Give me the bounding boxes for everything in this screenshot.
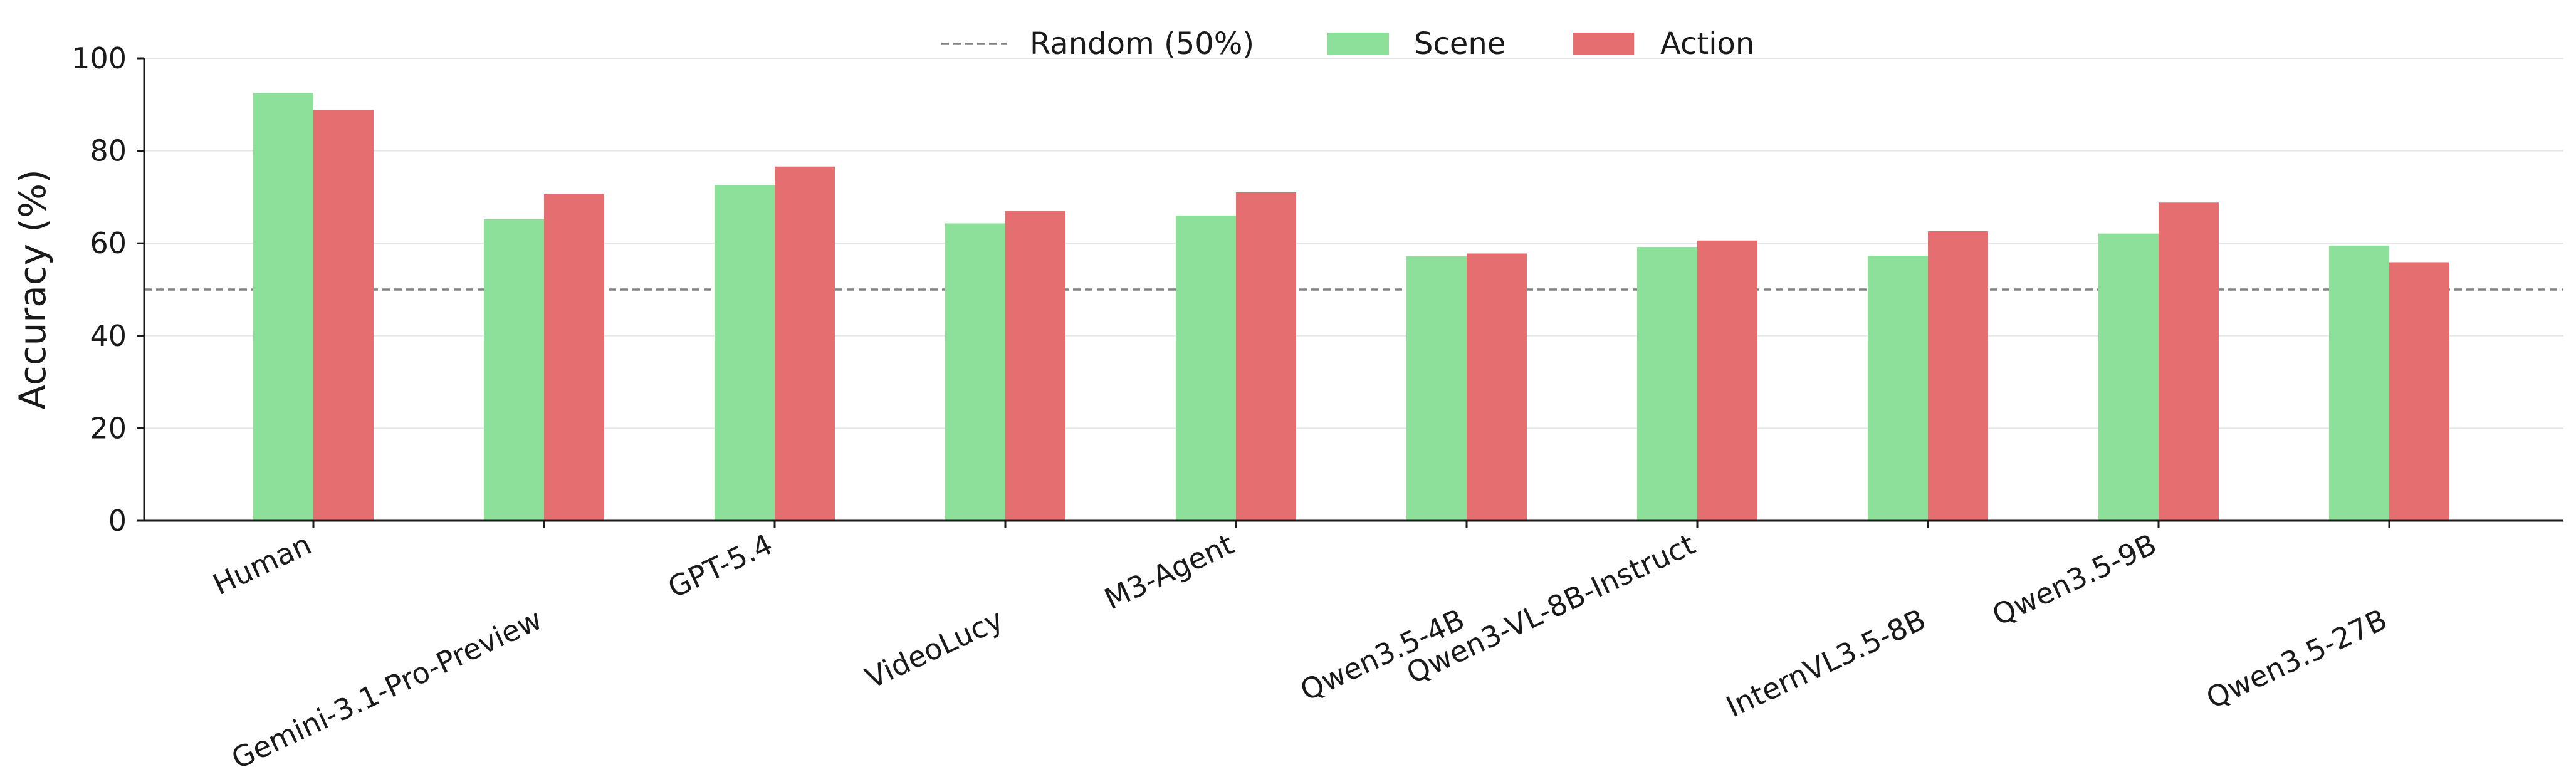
- legend-action-label: Action: [1660, 26, 1754, 61]
- bar-scene-0: [253, 93, 313, 521]
- bars: [253, 93, 2449, 521]
- y-tick-label: 0: [108, 504, 127, 538]
- bar-action-3: [1005, 211, 1065, 521]
- y-tick-label: 100: [71, 41, 127, 75]
- bar-scene-4: [1176, 215, 1236, 521]
- x-tick-label: Qwen3.5-27B: [2201, 602, 2392, 715]
- bar-scene-6: [1637, 247, 1697, 521]
- y-tick-label: 60: [90, 226, 127, 260]
- bar-scene-7: [1868, 256, 1928, 521]
- bar-action-0: [313, 110, 374, 521]
- bar-scene-1: [484, 219, 544, 521]
- bar-action-4: [1236, 192, 1296, 521]
- legend-scene-label: Scene: [1414, 26, 1505, 61]
- legend-random-label: Random (50%): [1030, 26, 1254, 61]
- bar-scene-9: [2329, 245, 2389, 521]
- y-ticks: 0 20 40 60 80 100: [71, 41, 144, 538]
- bar-action-5: [1467, 253, 1527, 521]
- bar-action-2: [775, 166, 835, 521]
- y-tick-label: 20: [90, 411, 127, 445]
- legend-scene-swatch: [1327, 33, 1389, 55]
- x-tick-label: VideoLucy: [861, 602, 1008, 695]
- bar-scene-8: [2098, 233, 2159, 521]
- bar-scene-3: [945, 223, 1005, 521]
- x-tick-label: M3-Agent: [1099, 527, 1239, 616]
- y-tick-label: 40: [90, 319, 127, 353]
- bar-scene-5: [1406, 256, 1467, 521]
- y-axis-title: Accuracy (%): [11, 169, 54, 410]
- bar-scene-2: [715, 185, 775, 521]
- x-tick-label: Human: [207, 527, 316, 602]
- x-tick-label: Gemini-3.1-Pro-Preview: [226, 602, 547, 767]
- x-tick-label: InternVL3.5-8B: [1721, 602, 1931, 724]
- y-tick-label: 80: [90, 134, 127, 168]
- x-tick-label: Qwen3.5-9B: [1987, 527, 2161, 632]
- legend: Random (50%) Scene Action: [941, 26, 1754, 61]
- axes: [143, 58, 2563, 522]
- legend-action-swatch: [1573, 33, 1634, 55]
- bar-action-6: [1697, 240, 1757, 521]
- bar-action-1: [544, 194, 604, 521]
- bar-action-7: [1928, 231, 1988, 521]
- x-tick-label: GPT-5.4: [662, 527, 777, 605]
- bar-action-9: [2389, 262, 2449, 521]
- bar-action-8: [2159, 202, 2219, 521]
